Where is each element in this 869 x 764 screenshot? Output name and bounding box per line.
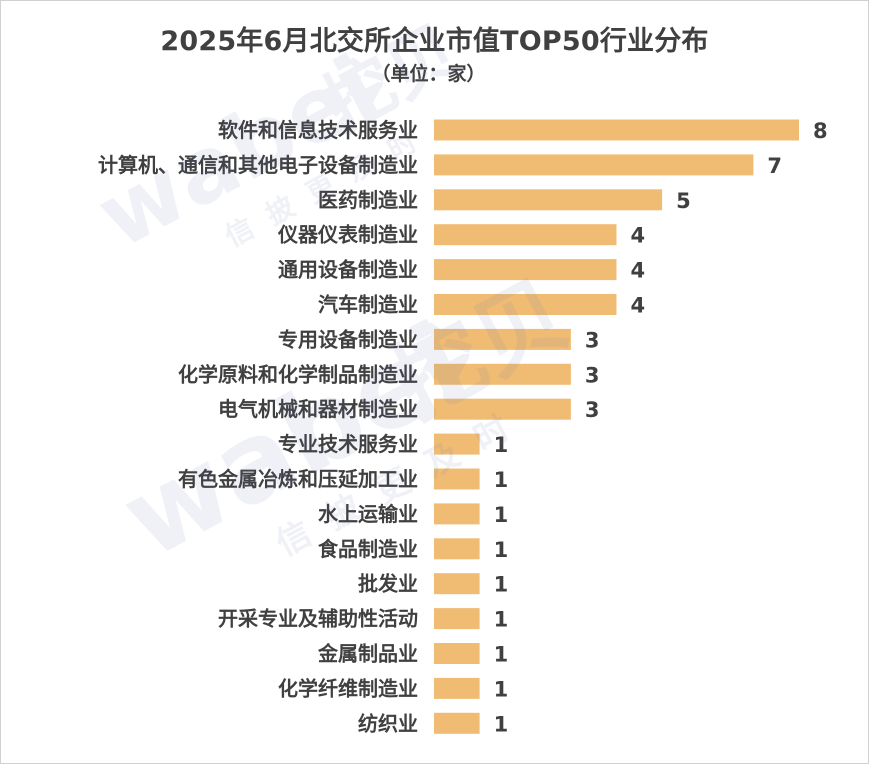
value-label: 1 xyxy=(494,573,509,597)
category-label: 食品制造业 xyxy=(318,537,418,561)
bars-layer xyxy=(434,119,799,734)
value-label: 1 xyxy=(494,538,509,562)
value-label: 1 xyxy=(494,712,509,736)
category-label: 水上运输业 xyxy=(318,502,418,526)
bar xyxy=(434,363,571,385)
category-label: 批发业 xyxy=(358,572,418,596)
chart-title: 2025年6月北交所企业市值TOP50行业分布 xyxy=(160,26,709,57)
labels-layer: 软件和信息技术服务业 8 计算机、通信和其他电子设备制造业 7 医药制造业 5 仪器仪表制造… xyxy=(98,118,828,736)
bar xyxy=(434,433,480,455)
category-label: 专业技术服务业 xyxy=(278,432,418,456)
bar xyxy=(434,468,480,490)
value-label: 1 xyxy=(494,608,509,632)
value-label: 5 xyxy=(676,189,691,213)
category-label: 电气机械和器材制造业 xyxy=(218,397,418,421)
bar xyxy=(434,503,480,525)
bar xyxy=(434,643,480,664)
category-label: 金属制品业 xyxy=(317,642,418,666)
value-label: 3 xyxy=(585,363,600,387)
bar xyxy=(434,608,480,630)
value-label: 7 xyxy=(767,154,782,178)
bar xyxy=(434,677,480,699)
value-label: 1 xyxy=(494,468,509,492)
value-label: 1 xyxy=(494,433,509,457)
value-label: 4 xyxy=(631,294,646,318)
category-label: 软件和信息技术服务业 xyxy=(218,118,418,142)
bar xyxy=(434,573,480,595)
bar xyxy=(434,538,480,560)
category-label: 专用设备制造业 xyxy=(278,327,418,351)
bar xyxy=(434,259,617,281)
value-label: 3 xyxy=(585,398,600,422)
value-label: 4 xyxy=(631,224,646,248)
chart-subtitle: （单位：家） xyxy=(371,63,486,85)
bar xyxy=(434,398,571,420)
category-label: 化学原料和化学制品制造业 xyxy=(178,362,418,386)
value-label: 1 xyxy=(494,643,509,667)
category-label: 有色金属冶炼和压延加工业 xyxy=(178,467,418,491)
category-label: 医药制造业 xyxy=(318,188,418,212)
category-label: 开采专业及辅助性活动 xyxy=(218,607,418,631)
value-label: 4 xyxy=(631,259,646,283)
value-label: 3 xyxy=(585,328,600,352)
bar xyxy=(434,294,617,315)
bar xyxy=(434,154,754,176)
category-label: 通用设备制造业 xyxy=(278,258,418,282)
bar xyxy=(434,224,617,246)
bar xyxy=(434,712,480,734)
category-label: 纺织业 xyxy=(358,711,418,735)
value-label: 8 xyxy=(813,119,828,143)
value-label: 1 xyxy=(494,503,509,527)
category-label: 化学纤维制造业 xyxy=(278,676,418,700)
bar xyxy=(434,119,799,141)
category-label: 仪器仪表制造业 xyxy=(277,223,418,247)
value-label: 1 xyxy=(494,677,509,701)
bar xyxy=(434,328,571,350)
bar xyxy=(434,189,663,211)
category-label: 计算机、通信和其他电子设备制造业 xyxy=(98,153,418,177)
category-label: 汽车制造业 xyxy=(318,293,418,317)
